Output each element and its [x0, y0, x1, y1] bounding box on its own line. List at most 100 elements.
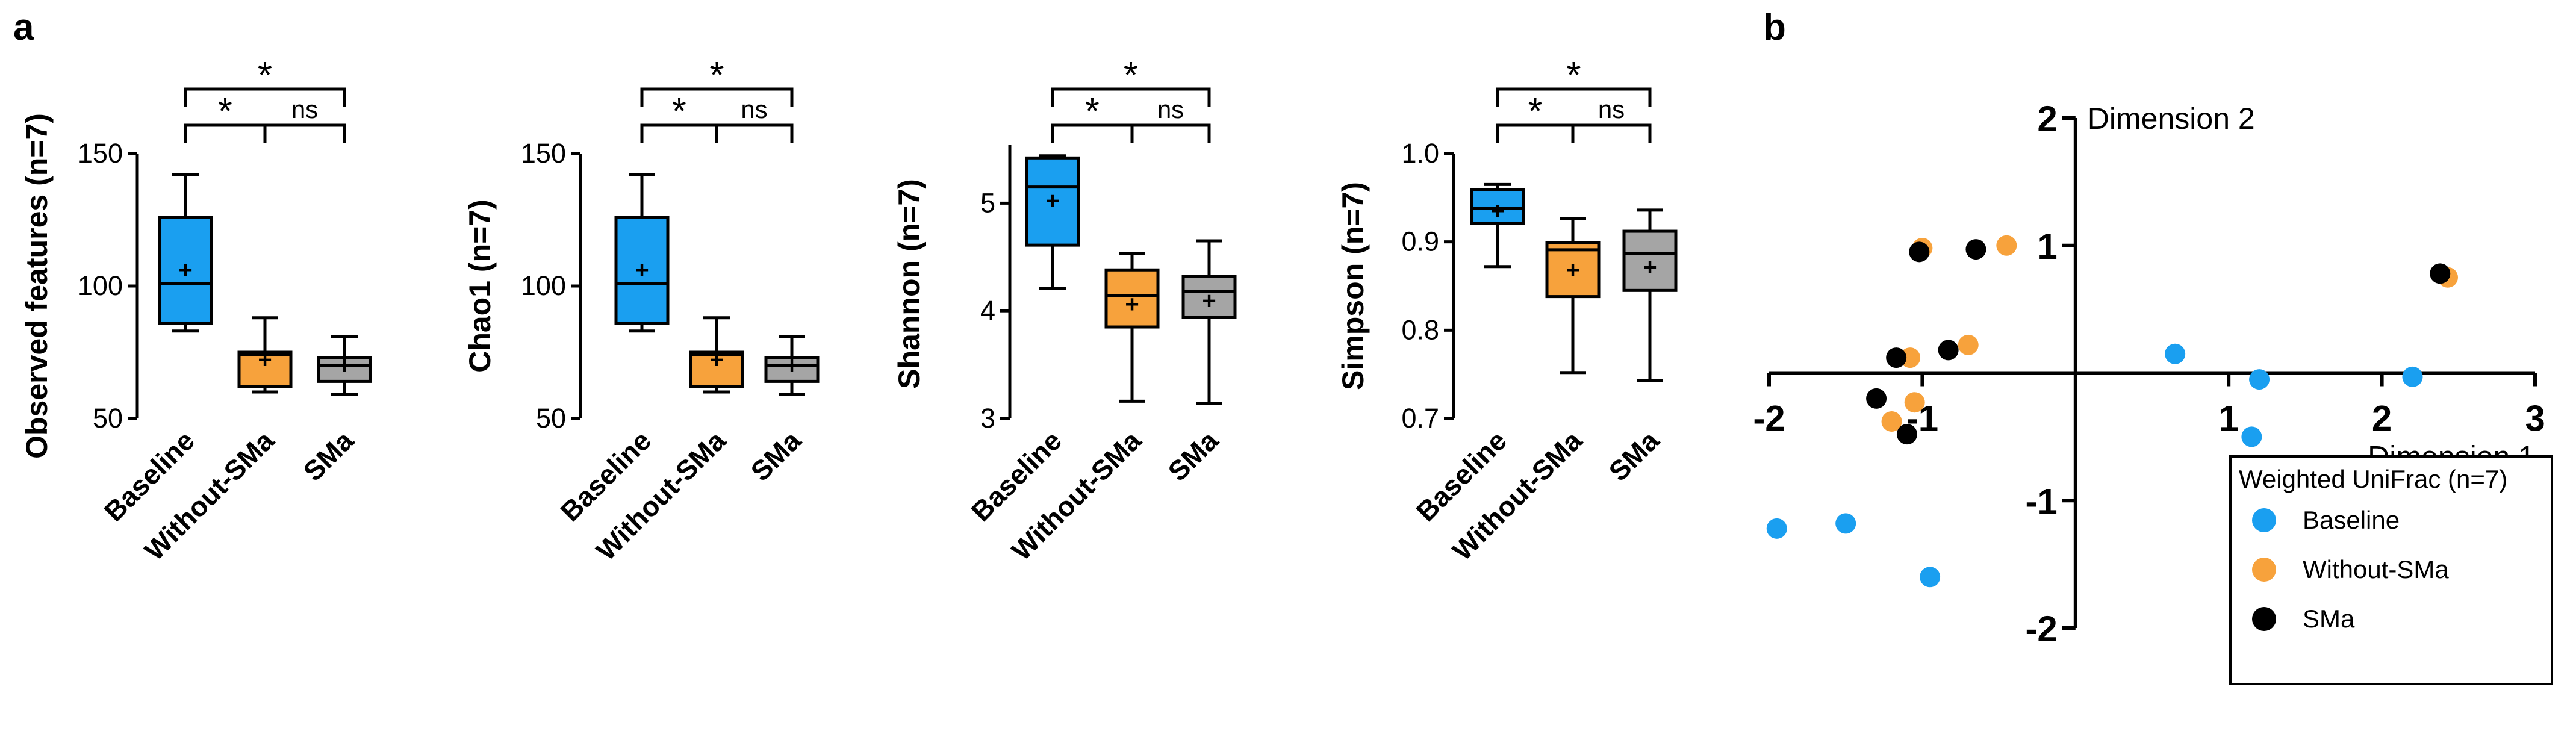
box-iqr [237, 350, 293, 388]
box-iqr [1622, 229, 1678, 292]
data-point [2241, 426, 2262, 447]
mean-marker: + [178, 257, 192, 284]
data-point [1904, 392, 1925, 413]
box-without-sma: + [237, 316, 293, 394]
legend-marker [2252, 558, 2276, 582]
y-tick-label: 1 [2037, 226, 2057, 267]
significance-bracket: * [1496, 91, 1575, 143]
significance-bracket: * [184, 55, 346, 107]
box-iqr [1025, 156, 1080, 247]
category-label: SMa [297, 424, 359, 487]
mean-marker: + [1202, 288, 1216, 314]
y-tick-label: 0.9 [1401, 226, 1439, 257]
legend-marker [2252, 508, 2276, 532]
box-sma: + [764, 335, 820, 396]
y-tick-label: -1 [2025, 481, 2057, 521]
y-tick-label: -2 [2025, 609, 2057, 649]
y-tick-label: 50 [536, 403, 566, 434]
significance-label: * [1528, 91, 1542, 132]
bracket-line [1051, 87, 1211, 107]
box-sma: + [1181, 239, 1237, 405]
box-iqr [317, 356, 372, 383]
box-sma: + [1622, 208, 1678, 382]
panel-label-b: b [1763, 7, 1786, 48]
mean-marker: + [785, 352, 798, 379]
y-tick-label: 4 [980, 295, 995, 326]
significance-bracket: ns [715, 95, 794, 143]
significance-bracket: * [1051, 91, 1134, 143]
y-axis-title: Dimension 2 [2088, 102, 2255, 135]
x-tick-label: 2 [2372, 399, 2392, 439]
mean-marker: + [337, 352, 351, 379]
y-tick-label: 150 [521, 138, 566, 169]
box-iqr [614, 216, 670, 325]
box-iqr [764, 356, 820, 383]
data-point [1881, 411, 1902, 432]
y-tick-label: 2 [2037, 99, 2057, 139]
mean-marker: + [635, 257, 649, 284]
significance-label: ns [741, 95, 767, 123]
significance-bracket: ns [263, 95, 346, 143]
significance-bracket: ns [1571, 95, 1652, 143]
legend-marker [2252, 607, 2276, 631]
significance-bracket: * [640, 91, 718, 143]
box-sma: + [317, 335, 372, 396]
box-without-sma: + [1104, 252, 1160, 403]
significance-bracket: ns [1130, 95, 1211, 143]
category-label: SMa [1162, 424, 1224, 487]
y-tick-label: 100 [521, 270, 566, 301]
mean-marker: + [1125, 291, 1139, 317]
y-tick-label: 0.7 [1401, 403, 1439, 434]
mean-marker: + [258, 347, 272, 373]
data-point [1920, 567, 1941, 588]
category-label: SMa [744, 424, 807, 487]
significance-label: * [258, 55, 272, 96]
mean-marker: + [1490, 197, 1504, 224]
significance-label: * [1085, 91, 1100, 132]
data-point [1996, 235, 2017, 256]
bracket-line [1496, 87, 1652, 107]
data-point [1909, 241, 1930, 263]
legend-entry: Baseline [2303, 506, 2400, 534]
legend-box [2229, 455, 2553, 685]
box-without-sma: + [1545, 217, 1601, 375]
y-tick-label: 50 [93, 403, 123, 434]
significance-label: * [1566, 55, 1581, 96]
data-point [2249, 369, 2270, 390]
box-iqr [158, 216, 213, 325]
bracket-line [1571, 123, 1652, 143]
x-tick-label: -2 [1753, 399, 1785, 439]
y-tick-label: 150 [78, 138, 123, 169]
significance-label: * [1124, 55, 1138, 96]
significance-label: * [709, 55, 724, 96]
box-baseline: + [158, 173, 213, 333]
data-point [2430, 263, 2451, 284]
mean-marker: + [1643, 254, 1657, 281]
significance-label: ns [1598, 95, 1625, 123]
category-label: SMa [1602, 424, 1665, 487]
category-label: Without-SMa [1446, 424, 1588, 566]
legend-title: Weighted UniFrac (n=7) [2239, 465, 2507, 493]
data-point [1896, 424, 1917, 445]
y-tick-label: 5 [980, 187, 995, 218]
data-point [2402, 366, 2423, 387]
panel-label-a: a [13, 7, 34, 48]
box-iqr [1470, 188, 1525, 225]
x-tick-label: 1 [2219, 399, 2239, 439]
category-label: Without-SMa [590, 424, 732, 566]
y-axis-title: Observed features (n=7) [20, 113, 54, 459]
box-iqr [1545, 241, 1601, 299]
data-point [1886, 347, 1907, 368]
y-axis-title: Shannon (n=7) [892, 179, 926, 389]
significance-label: * [218, 91, 232, 132]
significance-label: ns [1157, 95, 1184, 123]
y-tick-label: 0.8 [1401, 314, 1439, 345]
box-without-sma: + [689, 316, 744, 394]
data-point [2165, 343, 2186, 364]
